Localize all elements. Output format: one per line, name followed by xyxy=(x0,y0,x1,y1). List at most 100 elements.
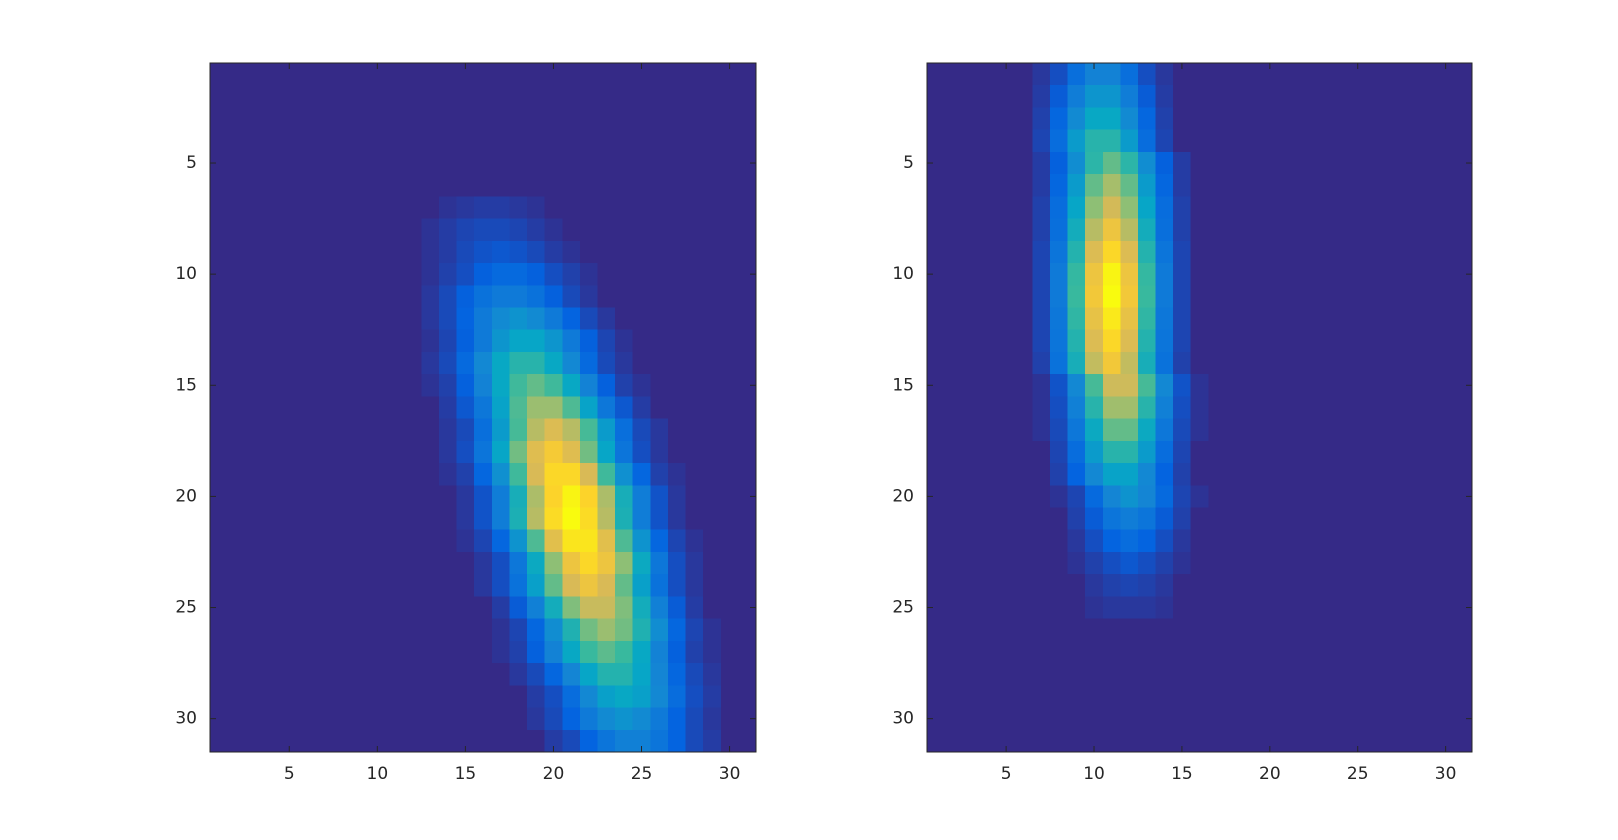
heatmap-cell xyxy=(703,329,722,353)
heatmap-cell xyxy=(738,707,757,731)
heatmap-cell xyxy=(421,685,440,708)
heatmap-cell xyxy=(703,196,722,219)
heatmap-cell xyxy=(979,463,998,486)
heatmap-cell xyxy=(1366,285,1385,308)
heatmap-cell xyxy=(386,463,405,486)
heatmap-cell xyxy=(1436,574,1455,597)
heatmap-cell xyxy=(1208,574,1227,597)
heatmap-cell xyxy=(1313,418,1332,442)
heatmap-cell xyxy=(720,618,739,642)
heatmap-cell xyxy=(1366,218,1385,242)
heatmap-cell xyxy=(1313,151,1332,175)
heatmap-cell xyxy=(403,618,422,642)
heatmap-cell xyxy=(368,285,387,308)
heatmap-cell xyxy=(456,529,475,553)
heatmap-cell xyxy=(927,196,945,219)
heatmap-cell xyxy=(1348,529,1367,553)
heatmap-cell xyxy=(315,440,334,464)
heatmap-cell xyxy=(1348,285,1367,308)
heatmap-cell xyxy=(1384,85,1403,108)
heatmap-cell xyxy=(368,440,387,464)
heatmap-cell xyxy=(1384,596,1403,620)
heatmap-cell xyxy=(456,240,475,264)
heatmap-cell xyxy=(1102,729,1121,753)
heatmap-cell xyxy=(597,529,616,553)
heatmap-cell xyxy=(1278,663,1297,686)
heatmap-cell xyxy=(509,107,528,131)
heatmap-cell xyxy=(650,351,669,375)
heatmap-cell xyxy=(720,107,739,131)
heatmap-cell xyxy=(474,285,493,308)
heatmap-cell xyxy=(1014,240,1033,264)
heatmap-cell xyxy=(685,618,704,642)
heatmap-cell xyxy=(562,663,581,686)
heatmap-cell xyxy=(997,707,1016,731)
heatmap-cell xyxy=(1190,329,1209,353)
heatmap-cell xyxy=(650,574,669,597)
heatmap-cell xyxy=(1436,129,1455,153)
heatmap-cell xyxy=(1419,396,1438,420)
heatmap-cell xyxy=(438,329,457,353)
heatmap-cell xyxy=(280,151,299,175)
heatmap-cell xyxy=(245,263,264,286)
heatmap-cell xyxy=(579,129,598,153)
heatmap-cell xyxy=(685,107,704,131)
heatmap-cell xyxy=(615,618,634,642)
heatmap-cell xyxy=(1155,663,1174,686)
heatmap-cell xyxy=(632,485,651,508)
heatmap-cell xyxy=(1120,663,1139,686)
heatmap-cell xyxy=(632,663,651,686)
heatmap-cell xyxy=(1366,129,1385,153)
heatmap-cell xyxy=(1208,640,1227,664)
heatmap-cell xyxy=(421,663,440,686)
heatmap-cell xyxy=(1331,240,1350,264)
heatmap-cell xyxy=(703,574,722,597)
heatmap-cell xyxy=(927,596,945,620)
heatmap-cell xyxy=(1419,440,1438,464)
heatmap-cell xyxy=(1261,574,1280,597)
heatmap-cell xyxy=(1208,351,1227,375)
heatmap-cell xyxy=(1190,63,1209,86)
heatmap-cell xyxy=(1190,263,1209,286)
heatmap-cell xyxy=(944,596,963,620)
heatmap-cell xyxy=(1331,218,1350,242)
heatmap-cell xyxy=(298,574,317,597)
heatmap-cell xyxy=(1401,640,1420,664)
heatmap-cell xyxy=(615,485,634,508)
heatmap-cell xyxy=(1261,440,1280,464)
heatmap-cell xyxy=(280,485,299,508)
heatmap-cell xyxy=(245,596,264,620)
heatmap-cell xyxy=(597,263,616,286)
heatmap-cell xyxy=(368,396,387,420)
heatmap-cell xyxy=(1085,329,1104,353)
heatmap-cell xyxy=(615,463,634,486)
heatmap-cell xyxy=(438,707,457,731)
heatmap-cell xyxy=(1225,151,1244,175)
heatmap-cell xyxy=(997,596,1016,620)
heatmap-cell xyxy=(1366,618,1385,642)
heatmap-cell xyxy=(997,240,1016,264)
heatmap-cell xyxy=(1331,663,1350,686)
heatmap-cell xyxy=(597,129,616,153)
heatmap-cell xyxy=(1348,418,1367,442)
heatmap-cell xyxy=(1225,285,1244,308)
heatmap-cell xyxy=(615,574,634,597)
heatmap-cell xyxy=(421,85,440,108)
heatmap-cell xyxy=(1102,396,1121,420)
heatmap-cell xyxy=(615,196,634,219)
heatmap-cell xyxy=(245,396,264,420)
heatmap-cell xyxy=(1190,574,1209,597)
heatmap-cell xyxy=(597,440,616,464)
heatmap-cell xyxy=(703,663,722,686)
heatmap-cell xyxy=(1014,63,1033,86)
heatmap-cell xyxy=(315,396,334,420)
heatmap-cell xyxy=(1067,351,1086,375)
heatmap-cell xyxy=(509,440,528,464)
heatmap-cell xyxy=(227,596,246,620)
heatmap-cell xyxy=(474,529,493,553)
heatmap-cell xyxy=(527,529,546,553)
heatmap-cell xyxy=(1366,174,1385,197)
heatmap-cell xyxy=(421,529,440,553)
heatmap-cell xyxy=(685,329,704,353)
heatmap-cell xyxy=(280,507,299,531)
